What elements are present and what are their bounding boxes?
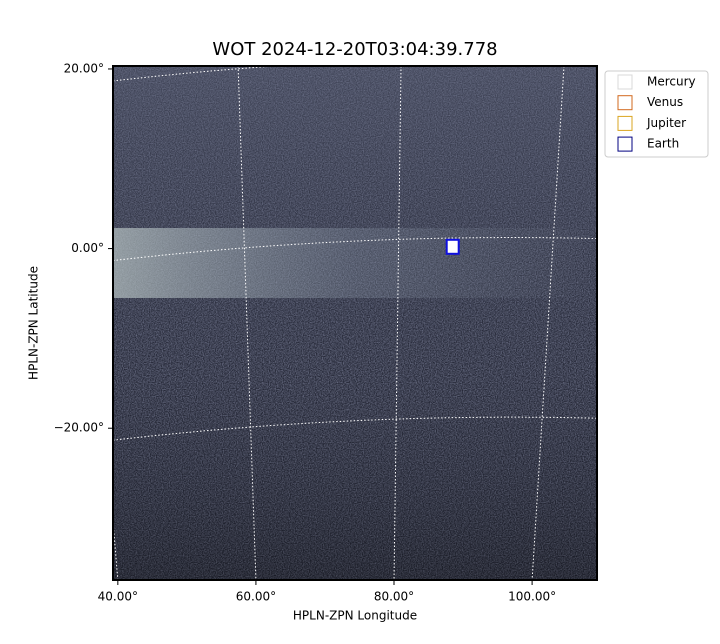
x-tick-label: 80.00°	[374, 590, 414, 604]
x-tick-label: 40.00°	[98, 590, 138, 604]
legend-swatch	[617, 136, 633, 152]
legend	[604, 70, 709, 158]
planet-marker	[445, 238, 460, 255]
legend-label: Mercury	[647, 75, 696, 89]
x-tick-label: 60.00°	[236, 590, 276, 604]
grid-line	[393, 65, 402, 581]
plot-area	[74, 57, 598, 581]
legend-swatch	[617, 115, 633, 131]
y-tick-label: 0.00°	[71, 241, 104, 255]
y-tick-label: −20.00°	[54, 421, 104, 435]
legend-swatch	[617, 74, 633, 90]
grid-line	[74, 65, 119, 581]
x-axis-label: HPLN-ZPN Longitude	[293, 609, 417, 623]
y-tick-label: 20.00°	[64, 61, 104, 75]
legend-label: Venus	[647, 95, 683, 109]
grid-line	[112, 57, 598, 82]
axes-frame	[112, 65, 598, 581]
image	[113, 66, 597, 580]
y-axis-label: HPLN-ZPN Latitude	[27, 266, 41, 380]
grid-line	[112, 416, 598, 441]
legend-label: Earth	[647, 137, 679, 151]
chart-title: WOT 2024-12-20T03:04:39.778	[212, 39, 497, 60]
x-tick-label: 100.00°	[508, 590, 556, 604]
legend-swatch	[617, 95, 633, 111]
legend-label: Jupiter	[646, 116, 686, 130]
grid-line	[112, 237, 598, 262]
